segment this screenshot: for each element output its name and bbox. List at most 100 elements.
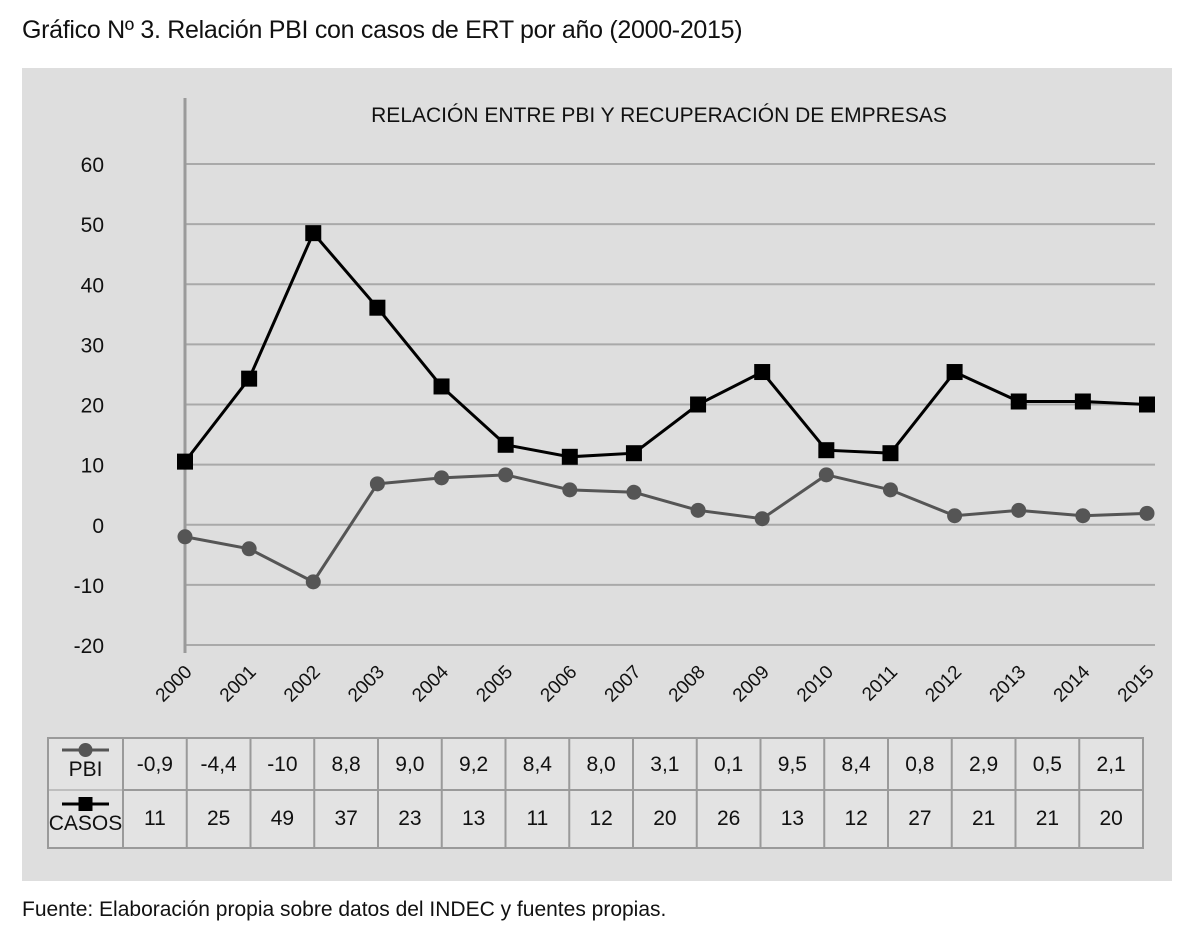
chart-title: RELACIÓN ENTRE PBI Y RECUPERACIÓN DE EMP… bbox=[371, 104, 947, 127]
x-tick-label: 2006 bbox=[537, 662, 582, 707]
x-tick-label: 2001 bbox=[216, 662, 261, 707]
table-cell-casos: 11 bbox=[526, 807, 548, 830]
data-point-casos bbox=[946, 364, 963, 381]
data-point-casos bbox=[882, 445, 899, 462]
table-cell-casos: 13 bbox=[781, 807, 804, 830]
data-point-casos bbox=[625, 445, 642, 462]
data-point-casos bbox=[497, 436, 514, 453]
data-point-pbi bbox=[498, 467, 514, 483]
table-cell-casos: 23 bbox=[398, 807, 421, 830]
data-point-casos bbox=[1074, 393, 1091, 410]
x-tick-label: 2008 bbox=[665, 662, 710, 707]
y-tick-label: 50 bbox=[81, 214, 104, 237]
table-cell-pbi: 8,0 bbox=[587, 753, 616, 776]
data-point-pbi bbox=[177, 529, 193, 545]
table-cell-pbi: 2,9 bbox=[969, 753, 998, 776]
data-point-casos bbox=[305, 225, 322, 242]
table-cell-casos: 11 bbox=[144, 807, 166, 830]
x-tick-label: 2002 bbox=[280, 662, 325, 707]
y-tick-label: 10 bbox=[81, 455, 104, 478]
data-point-casos bbox=[177, 453, 193, 470]
y-tick-label: 60 bbox=[81, 154, 104, 177]
data-point-pbi bbox=[754, 511, 770, 527]
x-tick-label: 2007 bbox=[601, 662, 646, 707]
data-point-casos bbox=[754, 364, 771, 381]
table-cell-casos: 20 bbox=[653, 807, 676, 830]
table-cell-pbi: 8,4 bbox=[842, 753, 872, 776]
data-point-casos bbox=[369, 299, 386, 316]
series-line-casos bbox=[183, 230, 1148, 463]
table-cell-casos: 49 bbox=[271, 807, 294, 830]
data-point-pbi bbox=[626, 484, 642, 500]
table-cell-pbi: 0,5 bbox=[1033, 753, 1062, 776]
x-tick-label: 2005 bbox=[472, 662, 517, 707]
data-point-pbi bbox=[947, 508, 963, 524]
table-cell-pbi: 9,0 bbox=[395, 753, 424, 776]
legend-label-casos: CASOS bbox=[49, 812, 123, 835]
table-cell-pbi: 8,8 bbox=[332, 753, 361, 776]
data-point-pbi bbox=[818, 467, 834, 483]
y-tick-label: 0 bbox=[92, 515, 104, 538]
x-tick-label: 2000 bbox=[152, 662, 197, 707]
table-cell-casos: 21 bbox=[1036, 807, 1059, 830]
data-point-pbi bbox=[562, 482, 578, 498]
x-tick-label: 2013 bbox=[986, 662, 1031, 707]
table-cell-pbi: -4,4 bbox=[201, 753, 238, 776]
table-cell-pbi: 9,5 bbox=[778, 753, 807, 776]
x-tick-label: 2004 bbox=[408, 661, 453, 706]
series-line-pbi bbox=[184, 473, 1148, 584]
data-point-casos bbox=[561, 448, 578, 465]
table-cell-casos: 20 bbox=[1099, 807, 1122, 830]
x-tick-label: 2011 bbox=[858, 662, 902, 706]
line-chart: RELACIÓN ENTRE PBI Y RECUPERACIÓN DE EMP… bbox=[47, 98, 1159, 849]
y-tick-label: -20 bbox=[74, 635, 104, 658]
table-cell-pbi: 9,2 bbox=[459, 753, 488, 776]
source-note: Fuente: Elaboración propia sobre datos d… bbox=[22, 898, 667, 921]
data-point-casos bbox=[690, 396, 707, 413]
table-cell-casos: 27 bbox=[908, 807, 931, 830]
x-tick-label: 2014 bbox=[1050, 661, 1095, 706]
data-point-pbi bbox=[369, 476, 385, 492]
legend-key-marker-pbi bbox=[78, 743, 93, 757]
series-group bbox=[177, 225, 1155, 590]
x-axis-ticks: 2000 2001 2002 2003 2004 2005 2006 2007 2008 2009… bbox=[152, 661, 1159, 706]
chart-panel: RELACIÓN ENTRE PBI Y RECUPERACIÓN DE EMP… bbox=[22, 68, 1172, 881]
x-tick-label: 2003 bbox=[344, 662, 389, 707]
table-cell-casos: 21 bbox=[972, 807, 995, 830]
grid-lines bbox=[183, 98, 1155, 653]
data-point-pbi bbox=[1011, 502, 1027, 518]
data-point-pbi bbox=[690, 502, 706, 518]
table-cell-pbi: 3,1 bbox=[650, 753, 679, 776]
table-cell-pbi: -0,9 bbox=[137, 753, 173, 776]
x-tick-label: 2009 bbox=[729, 662, 774, 707]
table-cell-pbi: 0,8 bbox=[905, 753, 934, 776]
data-point-casos bbox=[818, 442, 835, 459]
table-cell-pbi: 0,1 bbox=[714, 753, 743, 776]
y-tick-label: 40 bbox=[81, 274, 104, 297]
table-cell-casos: 25 bbox=[207, 807, 230, 830]
x-tick-label: 2010 bbox=[793, 662, 838, 707]
y-tick-label: 20 bbox=[81, 395, 104, 418]
data-point-casos bbox=[1010, 393, 1027, 410]
legend-label-pbi: PBI bbox=[69, 758, 103, 781]
table-cell-pbi: 8,4 bbox=[523, 753, 553, 776]
table-cell-pbi: -10 bbox=[267, 753, 297, 776]
data-point-pbi bbox=[434, 470, 450, 486]
data-point-pbi bbox=[305, 574, 321, 590]
data-point-pbi bbox=[241, 541, 257, 557]
data-table: PBI -0,9 -4,4 -10 8,8 9,0 9,2 8,4 8,0 3,1 0,1 9,5 8,… bbox=[47, 737, 1144, 849]
table-cell-casos: 12 bbox=[589, 807, 612, 830]
x-tick-label: 2012 bbox=[921, 662, 966, 707]
data-point-casos bbox=[1139, 396, 1155, 413]
y-tick-label: 30 bbox=[81, 334, 104, 357]
table-cell-casos: 13 bbox=[462, 807, 485, 830]
data-point-pbi bbox=[1139, 505, 1155, 521]
table-cell-pbi: 2,1 bbox=[1097, 753, 1126, 776]
legend-key-marker-casos bbox=[78, 797, 93, 811]
data-point-casos bbox=[433, 378, 450, 395]
figure-title: Gráfico Nº 3. Relación PBI con casos de … bbox=[22, 16, 743, 44]
data-point-pbi bbox=[1075, 508, 1091, 524]
data-point-casos bbox=[241, 370, 258, 387]
y-axis-ticks: -20 -10 0 10 20 30 40 50 60 bbox=[74, 154, 104, 658]
y-tick-label: -10 bbox=[74, 575, 104, 598]
